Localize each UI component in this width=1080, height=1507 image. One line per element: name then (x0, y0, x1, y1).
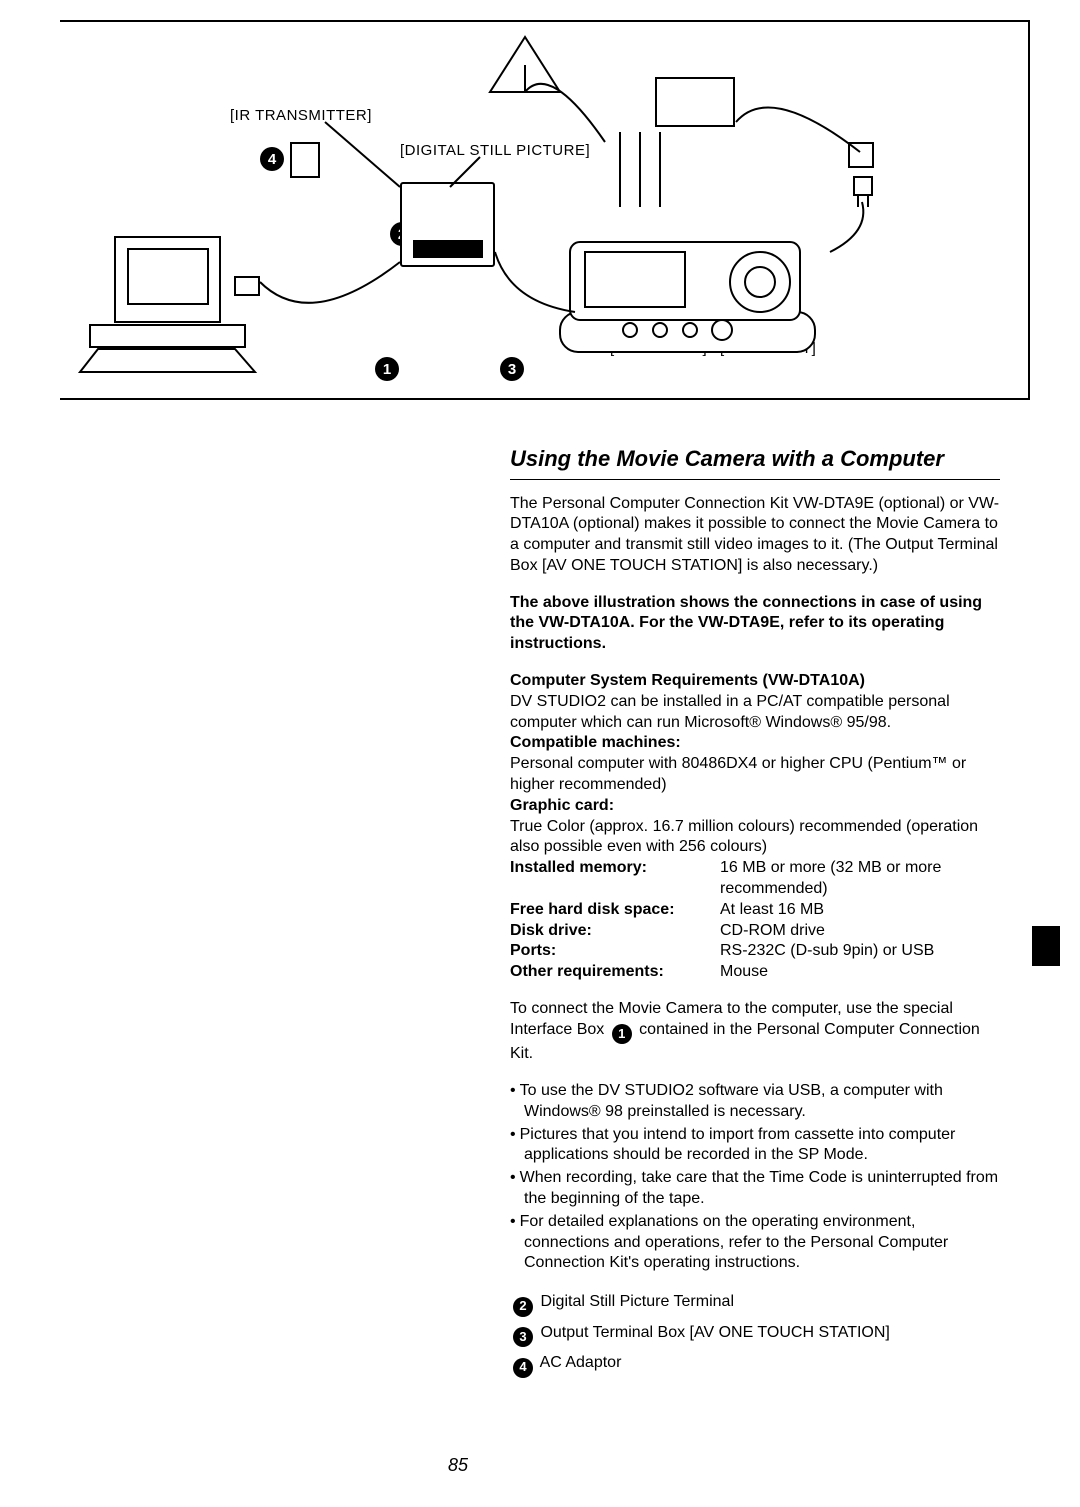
page-number: 85 (448, 1455, 468, 1476)
legend-row: 4 AC Adaptor (510, 1353, 1000, 1377)
note-item: To use the DV STUDIO2 software via USB, … (510, 1081, 1000, 1123)
note-item: When recording, take care that the Time … (510, 1168, 1000, 1210)
spec-other-label: Other requirements: (510, 962, 720, 983)
legend: 2 Digital Still Picture Terminal 3 Outpu… (510, 1292, 1000, 1377)
legend-marker-4: 4 (513, 1358, 533, 1378)
diagram-connectors (60, 22, 1060, 402)
spec-disk-space-value: At least 16 MB (720, 900, 824, 921)
compatible-machines-text: Personal computer with 80486DX4 or highe… (510, 754, 1000, 796)
graphic-card-label: Graphic card: (510, 796, 1000, 817)
legend-text-4: AC Adaptor (536, 1354, 621, 1371)
legend-marker-2: 2 (513, 1297, 533, 1317)
requirements-intro: DV STUDIO2 can be installed in a PC/AT c… (510, 692, 1000, 734)
spec-drive-label: Disk drive: (510, 921, 720, 942)
spec-other-value: Mouse (720, 962, 768, 983)
legend-row: 2 Digital Still Picture Terminal (510, 1292, 1000, 1316)
section-title: Using the Movie Camera with a Computer (510, 445, 1000, 480)
graphic-card-text: True Color (approx. 16.7 million colours… (510, 817, 1000, 859)
note-item: Pictures that you intend to import from … (510, 1125, 1000, 1167)
inline-marker-1: 1 (612, 1024, 632, 1044)
connect-paragraph: To connect the Movie Camera to the compu… (510, 999, 1000, 1065)
notes-list: To use the DV STUDIO2 software via USB, … (510, 1081, 1000, 1274)
spec-drive-value: CD-ROM drive (720, 921, 825, 942)
connection-diagram: [IR TRANSMITTER] [DIGITAL STILL PICTURE]… (60, 20, 1030, 400)
requirements-heading: Computer System Requirements (VW-DTA10A) (510, 671, 1000, 692)
legend-text-3: Output Terminal Box [AV ONE TOUCH STATIO… (536, 1324, 890, 1341)
intro-paragraph: The Personal Computer Connection Kit VW-… (510, 494, 1000, 577)
spec-memory-value: 16 MB or more (32 MB or more recommended… (720, 858, 1000, 900)
spec-disk-space-label: Free hard disk space: (510, 900, 720, 921)
spec-memory-label: Installed memory: (510, 858, 720, 900)
illustration-note: The above illustration shows the connect… (510, 593, 1000, 655)
note-item: For detailed explanations on the operati… (510, 1212, 1000, 1274)
legend-text-2: Digital Still Picture Terminal (536, 1293, 734, 1310)
spec-ports-label: Ports: (510, 941, 720, 962)
edge-tab (1032, 926, 1060, 966)
content-column: Using the Movie Camera with a Computer T… (510, 445, 1000, 1378)
compatible-machines-label: Compatible machines: (510, 733, 1000, 754)
spec-ports-value: RS-232C (D-sub 9pin) or USB (720, 941, 934, 962)
legend-row: 3 Output Terminal Box [AV ONE TOUCH STAT… (510, 1323, 1000, 1347)
legend-marker-3: 3 (513, 1327, 533, 1347)
